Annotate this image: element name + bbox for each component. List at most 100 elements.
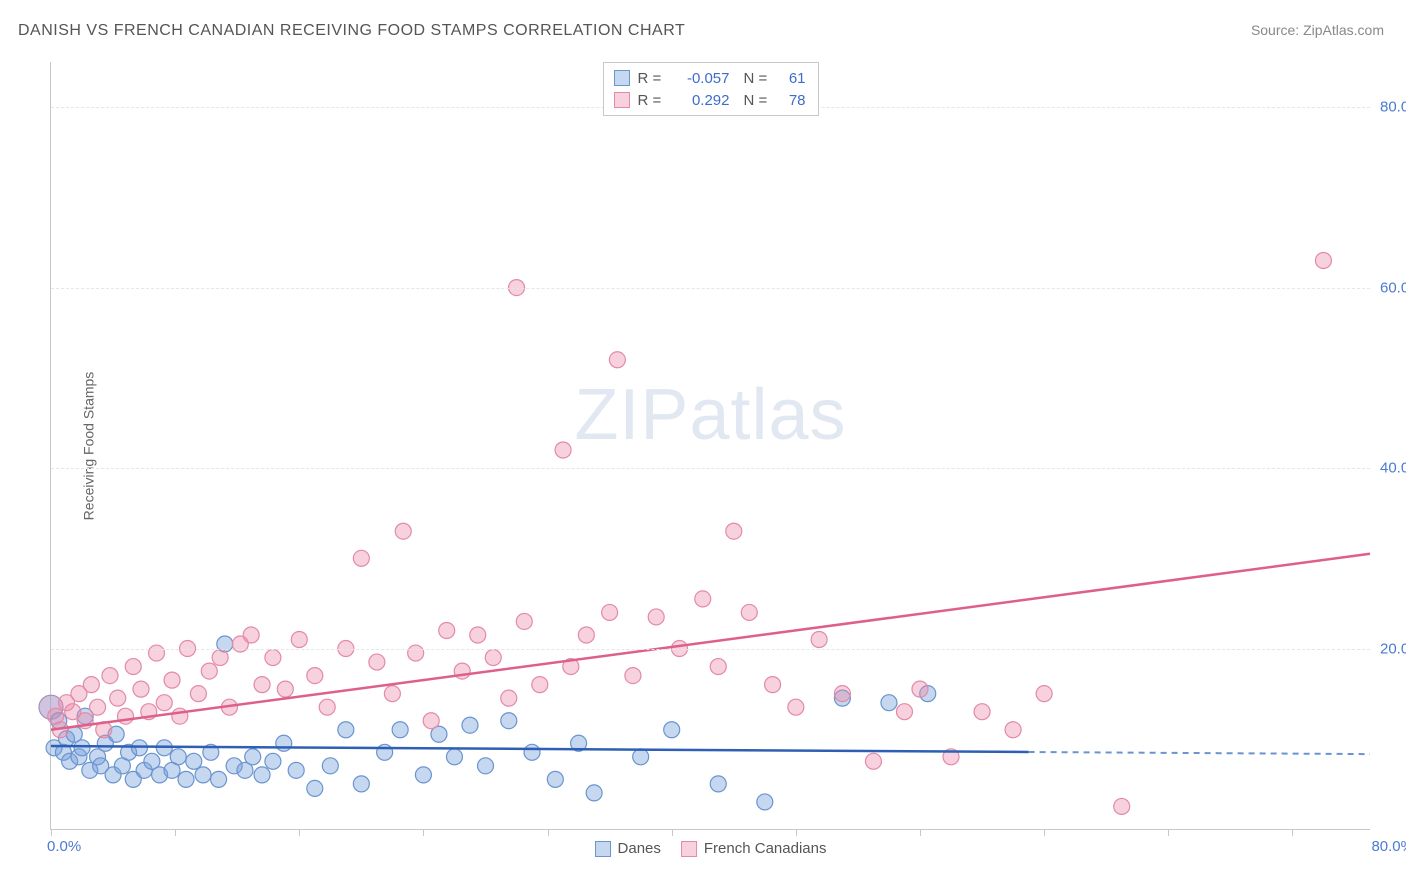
scatter-point-french <box>423 713 439 729</box>
scatter-point-danes <box>757 794 773 810</box>
scatter-point-danes <box>501 713 517 729</box>
scatter-point-french <box>319 699 335 715</box>
legend-item-danes: Danes <box>595 840 661 857</box>
scatter-point-french <box>485 650 501 666</box>
scatter-point-danes <box>377 744 393 760</box>
regression-line-danes-dashed <box>1029 752 1370 754</box>
scatter-point-french <box>578 627 594 643</box>
scatter-point-french <box>190 686 206 702</box>
scatter-point-french <box>811 632 827 648</box>
scatter-point-danes <box>547 771 563 787</box>
x-axis-label-min: 0.0% <box>47 838 81 855</box>
scatter-point-french <box>395 523 411 539</box>
scatter-point-french <box>741 604 757 620</box>
scatter-point-french <box>439 622 455 638</box>
scatter-point-danes <box>524 744 540 760</box>
swatch-french <box>614 92 630 108</box>
source-link[interactable]: ZipAtlas.com <box>1303 22 1384 38</box>
scatter-point-danes <box>633 749 649 765</box>
scatter-point-french <box>912 681 928 697</box>
scatter-point-french <box>384 686 400 702</box>
scatter-point-danes <box>276 735 292 751</box>
scatter-point-danes <box>211 771 227 787</box>
scatter-point-danes <box>415 767 431 783</box>
y-tick-label: 60.0% <box>1380 279 1406 296</box>
legend-label-french: French Canadians <box>704 840 827 857</box>
scatter-point-danes <box>446 749 462 765</box>
scatter-point-french <box>1005 722 1021 738</box>
scatter-point-french <box>133 681 149 697</box>
scatter-point-french <box>83 677 99 693</box>
scatter-point-danes <box>186 753 202 769</box>
source-attribution: Source: ZipAtlas.com <box>1251 22 1384 38</box>
scatter-point-french <box>470 627 486 643</box>
scatter-point-danes <box>245 749 261 765</box>
y-tick-label: 20.0% <box>1380 640 1406 657</box>
chart-svg <box>51 62 1370 829</box>
scatter-point-french <box>212 650 228 666</box>
scatter-point-french <box>125 659 141 675</box>
chart-plot-area: ZIPatlas R = -0.057 N = 61 R = 0.292 N =… <box>50 62 1370 830</box>
source-label: Source: <box>1251 22 1303 38</box>
scatter-point-danes <box>322 758 338 774</box>
scatter-point-danes <box>462 717 478 733</box>
scatter-point-french <box>408 645 424 661</box>
swatch-danes-bottom <box>595 841 611 857</box>
scatter-point-french <box>695 591 711 607</box>
scatter-point-danes <box>710 776 726 792</box>
scatter-point-danes <box>254 767 270 783</box>
n-label: N = <box>744 70 770 87</box>
scatter-point-french <box>516 613 532 629</box>
scatter-point-danes <box>338 722 354 738</box>
scatter-point-french <box>788 699 804 715</box>
scatter-point-danes <box>288 762 304 778</box>
scatter-point-french <box>277 681 293 697</box>
scatter-point-danes <box>477 758 493 774</box>
correlation-legend-row-danes: R = -0.057 N = 61 <box>614 67 806 89</box>
scatter-point-danes <box>586 785 602 801</box>
scatter-point-french <box>609 352 625 368</box>
correlation-legend-row-french: R = 0.292 N = 78 <box>614 89 806 111</box>
scatter-point-danes <box>353 776 369 792</box>
scatter-point-french <box>291 632 307 648</box>
scatter-point-danes <box>307 780 323 796</box>
scatter-point-french <box>625 668 641 684</box>
scatter-point-french <box>254 677 270 693</box>
legend-label-danes: Danes <box>618 840 661 857</box>
scatter-point-french <box>710 659 726 675</box>
swatch-french-bottom <box>681 841 697 857</box>
scatter-point-french <box>201 663 217 679</box>
scatter-point-danes <box>881 695 897 711</box>
scatter-point-danes <box>178 771 194 787</box>
n-label: N = <box>744 92 770 109</box>
scatter-point-french <box>602 604 618 620</box>
scatter-point-french <box>555 442 571 458</box>
scatter-point-french <box>1036 686 1052 702</box>
scatter-point-french <box>353 550 369 566</box>
scatter-point-french <box>1315 253 1331 269</box>
scatter-point-danes <box>170 749 186 765</box>
scatter-point-danes <box>74 740 90 756</box>
scatter-point-french <box>307 668 323 684</box>
scatter-point-danes <box>195 767 211 783</box>
scatter-point-danes <box>664 722 680 738</box>
scatter-point-french <box>974 704 990 720</box>
scatter-point-french <box>90 699 106 715</box>
scatter-point-french <box>1114 798 1130 814</box>
scatter-point-french <box>164 672 180 688</box>
scatter-point-french <box>726 523 742 539</box>
r-value-french: 0.292 <box>672 92 730 109</box>
r-label: R = <box>638 70 664 87</box>
n-value-danes: 61 <box>778 70 806 87</box>
scatter-point-french <box>156 695 172 711</box>
n-value-french: 78 <box>778 92 806 109</box>
scatter-point-danes <box>265 753 281 769</box>
swatch-danes <box>614 70 630 86</box>
y-tick-label: 40.0% <box>1380 460 1406 477</box>
chart-title: DANISH VS FRENCH CANADIAN RECEIVING FOOD… <box>18 22 685 40</box>
series-legend: Danes French Canadians <box>595 840 827 857</box>
scatter-point-french <box>149 645 165 661</box>
scatter-point-french <box>765 677 781 693</box>
r-value-danes: -0.057 <box>672 70 730 87</box>
scatter-point-french <box>102 668 118 684</box>
